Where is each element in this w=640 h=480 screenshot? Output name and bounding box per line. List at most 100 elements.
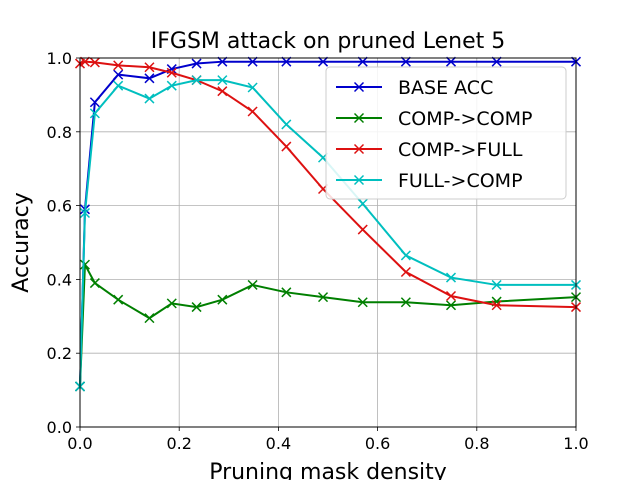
marker-stroke: [217, 75, 228, 86]
marker-stroke: [491, 56, 502, 67]
marker-stroke: [400, 250, 411, 261]
x-tick-label: 0.6: [365, 434, 390, 453]
marker-stroke: [89, 57, 100, 68]
data-point: [89, 278, 100, 289]
marker-stroke: [400, 266, 411, 278]
data-point: [400, 297, 411, 308]
x-tick-label: 0.0: [67, 434, 92, 453]
x-tick-label: 0.2: [166, 434, 191, 453]
data-point: [217, 56, 228, 67]
legend-marker: [353, 112, 365, 124]
marker-stroke: [247, 56, 258, 67]
legend-label: BASE ACC: [398, 77, 493, 99]
marker-stroke: [144, 93, 155, 104]
marker-stroke: [247, 279, 258, 290]
data-point: [357, 297, 368, 308]
marker-stroke: [281, 56, 292, 67]
marker-stroke: [79, 207, 90, 219]
data-point: [357, 56, 368, 67]
marker-stroke: [318, 56, 329, 67]
marker-stroke: [144, 313, 155, 324]
data-point: [79, 259, 90, 270]
marker-stroke: [89, 108, 100, 119]
marker-stroke: [217, 56, 228, 67]
marker-stroke: [191, 58, 202, 69]
legend-label: COMP->FULL: [398, 139, 523, 161]
series-line: [79, 79, 576, 387]
marker-stroke: [445, 56, 457, 67]
data-point: [491, 279, 502, 290]
legend-item: COMP->COMP: [336, 108, 533, 130]
legend-label: COMP->COMP: [398, 108, 533, 130]
marker-stroke: [353, 112, 365, 124]
y-tick-label: 0.2: [47, 344, 72, 363]
data-point: [445, 272, 457, 283]
legend-marker: [353, 81, 365, 93]
data-point: [166, 67, 177, 78]
marker-stroke: [191, 302, 202, 313]
data-point: [247, 279, 258, 290]
x-tick-label: 1.0: [563, 434, 588, 453]
data-point: [79, 56, 90, 67]
data-point: [217, 75, 228, 86]
legend-marker: [353, 143, 365, 155]
data-point: [445, 290, 457, 302]
data-point: [144, 62, 155, 73]
marker-stroke: [353, 81, 365, 93]
legend-item: FULL->COMP: [336, 170, 523, 192]
legend: BASE ACC COMP->COMP COMP->FULL FULL->COMP: [325, 66, 567, 200]
data-point: [191, 302, 202, 313]
data-point: [491, 300, 502, 311]
marker-stroke: [281, 141, 292, 152]
axis-ticks: 0.0 0.2 0.4 0.6 0.8 1.0 0.0 0.2 0.4 0.6 0.8 1.0: [47, 49, 589, 453]
x-tick-label: 0.4: [266, 434, 291, 453]
marker-stroke: [89, 97, 100, 108]
series-layer: [74, 56, 582, 392]
y-tick-label: 1.0: [47, 49, 72, 68]
data-point: [247, 56, 258, 67]
marker-stroke: [113, 60, 124, 71]
marker-stroke: [353, 174, 365, 186]
marker-stroke: [318, 292, 329, 303]
marker-stroke: [281, 119, 292, 130]
data-point: [79, 207, 90, 219]
legend-label: FULL->COMP: [398, 170, 523, 192]
y-axis-label: Accuracy: [9, 192, 34, 292]
data-point: [247, 106, 258, 117]
marker-stroke: [166, 298, 177, 309]
data-point: [445, 300, 457, 311]
plot-frame: [79, 57, 577, 428]
marker-stroke: [357, 224, 368, 235]
legend-box: [325, 66, 567, 200]
y-tick-label: 0.6: [47, 197, 72, 216]
y-tick-label: 0.8: [47, 123, 72, 142]
data-point: [166, 80, 177, 91]
marker-stroke: [445, 300, 457, 311]
series-line: [79, 60, 576, 387]
data-point: [247, 82, 258, 93]
series-line: [79, 260, 577, 387]
data-point: [281, 287, 292, 298]
series-line: [79, 60, 577, 309]
marker-stroke: [281, 287, 292, 298]
data-point: [113, 80, 124, 91]
marker-stroke: [217, 86, 228, 97]
marker-stroke: [191, 75, 202, 86]
data-point: [113, 60, 124, 71]
data-point: [191, 58, 202, 69]
marker-stroke: [79, 259, 90, 270]
data-point: [357, 198, 368, 209]
data-point: [144, 93, 155, 104]
x-axis-label: Pruning mask density: [209, 460, 447, 480]
marker-stroke: [357, 198, 368, 209]
data-point: [217, 294, 228, 305]
data-point: [400, 250, 411, 261]
legend-item: COMP->FULL: [336, 139, 523, 161]
marker-stroke: [357, 297, 368, 308]
data-point: [318, 56, 329, 67]
marker-stroke: [491, 279, 502, 290]
marker-stroke: [357, 56, 368, 67]
data-point: [217, 86, 228, 97]
y-tick-label: 0.0: [47, 418, 72, 437]
data-point: [113, 294, 124, 305]
